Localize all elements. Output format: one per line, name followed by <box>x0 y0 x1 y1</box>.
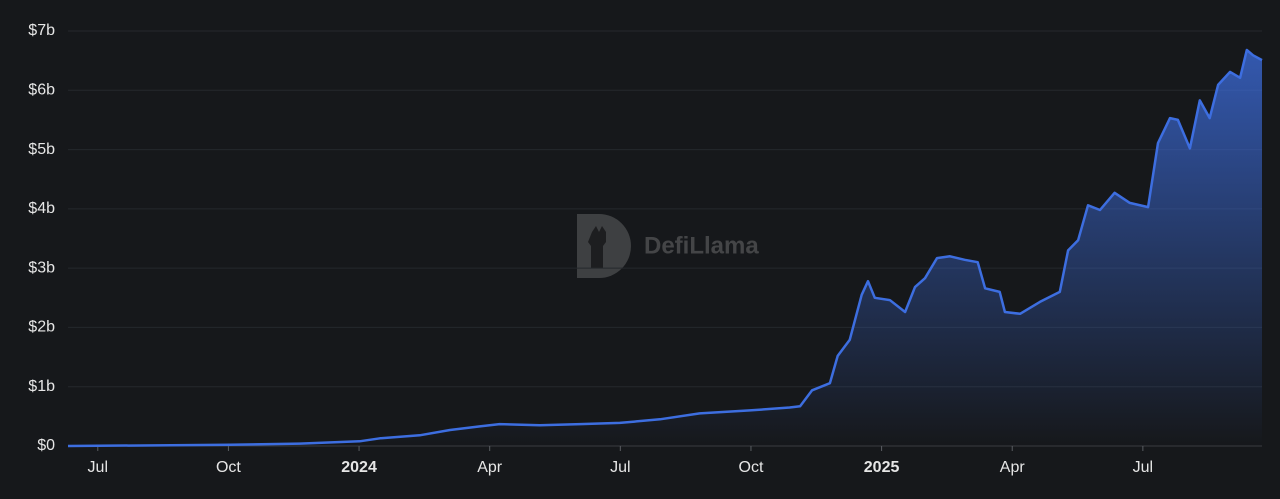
area <box>68 50 1262 446</box>
y-tick-label: $7b <box>28 22 55 39</box>
x-tick-label: Apr <box>477 459 503 476</box>
y-tick-label: $0 <box>37 437 55 454</box>
watermark-llama <box>588 226 606 268</box>
y-tick-label: $2b <box>28 319 55 336</box>
y-tick-label: $5b <box>28 141 55 158</box>
x-tick-label: 2025 <box>864 459 900 476</box>
watermark: DefiLlama <box>577 214 759 278</box>
y-tick-label: $4b <box>28 200 55 217</box>
x-tick-label: Oct <box>216 459 241 476</box>
line <box>67 48 1263 448</box>
watermark-logo <box>577 214 631 278</box>
x-tick-label: 2024 <box>341 459 377 476</box>
y-tick-label: $1b <box>28 378 55 395</box>
x-tick-label: Apr <box>1000 459 1026 476</box>
watermark-text: DefiLlama <box>644 232 759 259</box>
x-tick-label: Oct <box>739 459 764 476</box>
x-tick-label: Jul <box>610 459 630 476</box>
x-tick-label: Jul <box>88 459 108 476</box>
x-tick-label: Jul <box>1133 459 1153 476</box>
y-tick-label: $6b <box>28 82 55 99</box>
y-tick-label: $3b <box>28 259 55 276</box>
